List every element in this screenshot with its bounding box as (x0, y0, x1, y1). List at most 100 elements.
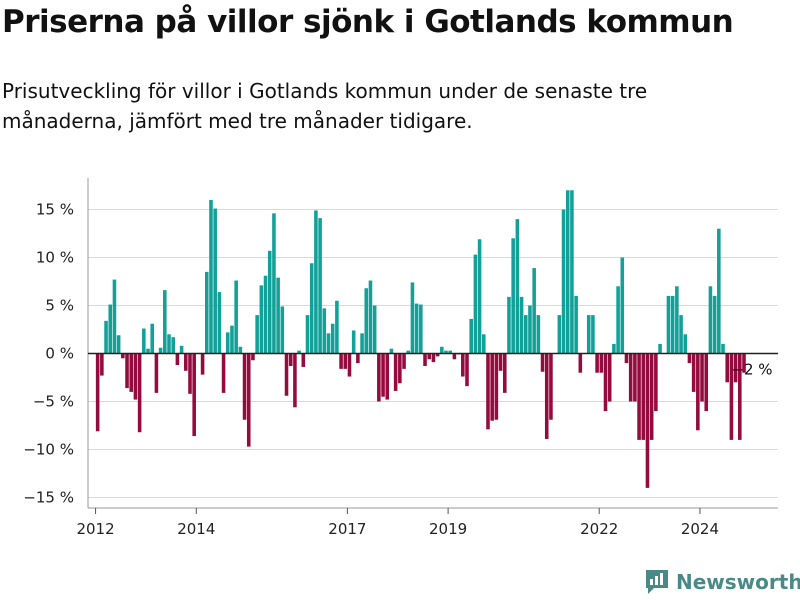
bar (523, 315, 528, 354)
bar (305, 315, 310, 354)
y-tick-label: −15 % (23, 489, 74, 507)
bar (591, 315, 595, 354)
bar (213, 208, 217, 354)
bar (410, 282, 415, 354)
bar (419, 304, 423, 354)
bar (150, 323, 154, 354)
bar (246, 353, 251, 447)
bar (725, 353, 729, 383)
bar (402, 353, 406, 369)
bar (255, 315, 259, 354)
bar (599, 353, 604, 373)
bar (389, 348, 394, 354)
bar (612, 343, 616, 354)
y-tick-label: 0 % (45, 345, 74, 363)
bar (683, 334, 688, 354)
bar (452, 353, 457, 360)
bar (431, 353, 436, 363)
y-tick-label: 10 % (36, 249, 74, 267)
annotations: −2 % (731, 361, 772, 379)
bar (280, 306, 285, 354)
bar (204, 271, 209, 354)
bar (95, 353, 100, 432)
bar (129, 353, 134, 392)
bar (230, 325, 234, 354)
bar (209, 199, 213, 354)
bar (288, 353, 293, 366)
bar (372, 305, 377, 354)
bar (276, 277, 280, 354)
bar (574, 295, 578, 354)
bar (435, 353, 440, 357)
bar (687, 353, 692, 364)
bar (335, 300, 339, 354)
bar (398, 353, 402, 384)
bar (448, 350, 452, 354)
bar (314, 210, 318, 354)
bar (309, 263, 314, 354)
y-tick-label: 5 % (45, 297, 74, 315)
bar (330, 323, 335, 354)
bar (561, 209, 566, 354)
bar (712, 295, 717, 354)
bar (666, 295, 671, 354)
y-tick-label: 15 % (36, 201, 74, 219)
x-tick-label: 2012 (76, 520, 114, 538)
y-tick-label: −10 % (23, 441, 74, 459)
bar (536, 315, 541, 354)
bar (624, 353, 629, 364)
bar (112, 279, 117, 354)
bar (742, 353, 746, 373)
last-value-label: −2 % (731, 361, 772, 379)
bar (645, 353, 650, 488)
bar (125, 353, 129, 389)
bar (628, 353, 633, 402)
bar (498, 353, 503, 371)
bar (511, 238, 515, 354)
bar (179, 345, 184, 354)
bar (473, 254, 478, 354)
bar (322, 308, 327, 354)
bar (540, 353, 545, 372)
bar (532, 268, 536, 354)
bar (519, 296, 524, 354)
bar (221, 353, 226, 393)
chart-subtitle: Prisutveckling för villor i Gotlands kom… (2, 79, 648, 133)
bar (544, 353, 549, 439)
bar (184, 353, 188, 371)
bar (318, 218, 322, 354)
bar (603, 353, 608, 412)
bar (620, 257, 625, 354)
bar (297, 350, 301, 354)
bar (100, 353, 104, 376)
bar (649, 353, 654, 440)
chart-title: Priserna på villor sjönk i Gotlands komm… (2, 4, 734, 40)
bar (116, 335, 121, 354)
bar (607, 353, 612, 402)
bar (188, 353, 192, 394)
bar (259, 285, 264, 354)
bar (733, 353, 738, 383)
y-axis-ticks: 15 % 10 % 5 % 0 % −5 % −10 % −15 % (23, 201, 74, 507)
bar (163, 290, 167, 354)
bar (351, 330, 356, 354)
bar (616, 286, 620, 354)
x-tick-label: 2024 (681, 520, 719, 538)
bar (393, 353, 398, 391)
bar (482, 334, 486, 354)
bar (238, 346, 243, 354)
bar (284, 353, 289, 396)
bar (137, 353, 142, 433)
bar (158, 347, 163, 354)
bar (263, 275, 268, 354)
bar (486, 353, 490, 430)
x-axis-ticks: 2012 2014 2017 2019 2022 2024 (76, 508, 719, 538)
bar (708, 286, 713, 354)
bar (154, 353, 159, 393)
bar (192, 353, 196, 437)
bar (381, 353, 385, 397)
bar (142, 328, 146, 354)
bar (200, 353, 205, 375)
bar (704, 353, 709, 412)
bar (528, 305, 532, 354)
